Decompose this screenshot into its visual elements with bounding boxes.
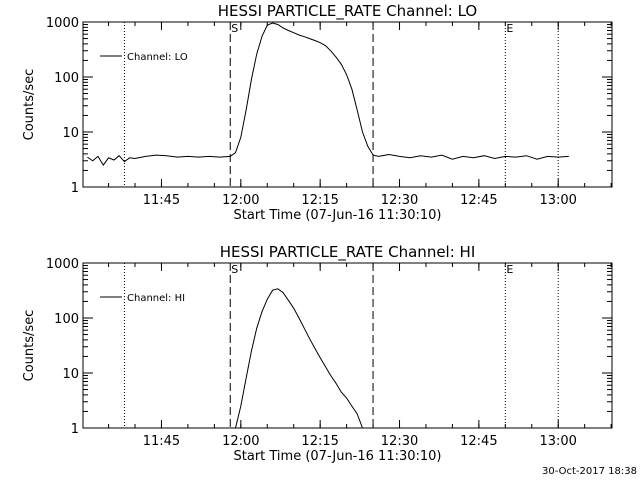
vertical-reference-lines-hi — [123, 263, 559, 428]
x-tick-label: 12:00 — [222, 193, 259, 208]
x-tick-label: 13:00 — [539, 434, 576, 449]
footer-timestamp: 30-Oct-2017 18:38 — [542, 466, 637, 477]
y-tick-label: 1 — [71, 422, 79, 437]
marker-e: E — [506, 263, 513, 276]
series-line-lo — [87, 22, 569, 167]
plot-frame-lo — [82, 21, 613, 188]
y-axis-lo: 1 10 100 1000 — [46, 16, 612, 196]
series-line-hi — [235, 288, 363, 429]
y-tick-label: 100 — [54, 312, 79, 327]
y-tick-label: 1000 — [46, 257, 79, 272]
chart-title-lo: HESSI PARTICLE_RATE Channel: LO — [218, 2, 477, 21]
x-tick-label: 12:15 — [301, 434, 338, 449]
plot-frame-hi — [82, 262, 613, 429]
legend-lo: Channel: LO — [100, 52, 188, 63]
x-tick-label: 13:00 — [539, 193, 576, 208]
y-axis-label-lo: Counts/sec — [22, 69, 37, 141]
x-axis-label-hi: Start Time (07-Jun-16 11:30:10) — [234, 449, 442, 464]
marker-s: S — [231, 22, 238, 35]
y-tick-label: 1 — [71, 181, 79, 196]
x-tick-label: 11:45 — [143, 193, 180, 208]
vertical-reference-lines-lo — [123, 22, 559, 187]
x-tick-label: 11:45 — [143, 434, 180, 449]
y-tick-label: 10 — [62, 126, 79, 141]
x-tick-label: 12:30 — [381, 434, 418, 449]
y-axis-label-hi: Counts/sec — [22, 310, 37, 382]
x-tick-label: 12:45 — [460, 434, 497, 449]
y-tick-label: 100 — [54, 71, 79, 86]
x-axis-lo: 11:45 12:00 12:15 12:30 12:45 13:00 — [108, 22, 612, 208]
x-tick-label: 12:30 — [381, 193, 418, 208]
y-axis-hi: 1 10 100 1000 — [46, 257, 612, 437]
marker-s: S — [231, 263, 238, 276]
x-tick-label: 12:00 — [222, 434, 259, 449]
x-tick-label: 12:15 — [301, 193, 338, 208]
legend-label-lo: Channel: LO — [127, 52, 188, 63]
chart-title-hi: HESSI PARTICLE_RATE Channel: HI — [220, 243, 476, 262]
x-tick-label: 12:45 — [460, 193, 497, 208]
x-axis-label-lo: Start Time (07-Jun-16 11:30:10) — [234, 208, 442, 223]
legend-hi: Channel: HI — [100, 293, 185, 304]
x-axis-hi: 11:45 12:00 12:15 12:30 12:45 13:00 — [108, 263, 612, 449]
y-tick-label: 10 — [62, 367, 79, 382]
y-tick-label: 1000 — [46, 16, 79, 31]
legend-label-hi: Channel: HI — [127, 293, 185, 304]
marker-e: E — [506, 22, 513, 35]
